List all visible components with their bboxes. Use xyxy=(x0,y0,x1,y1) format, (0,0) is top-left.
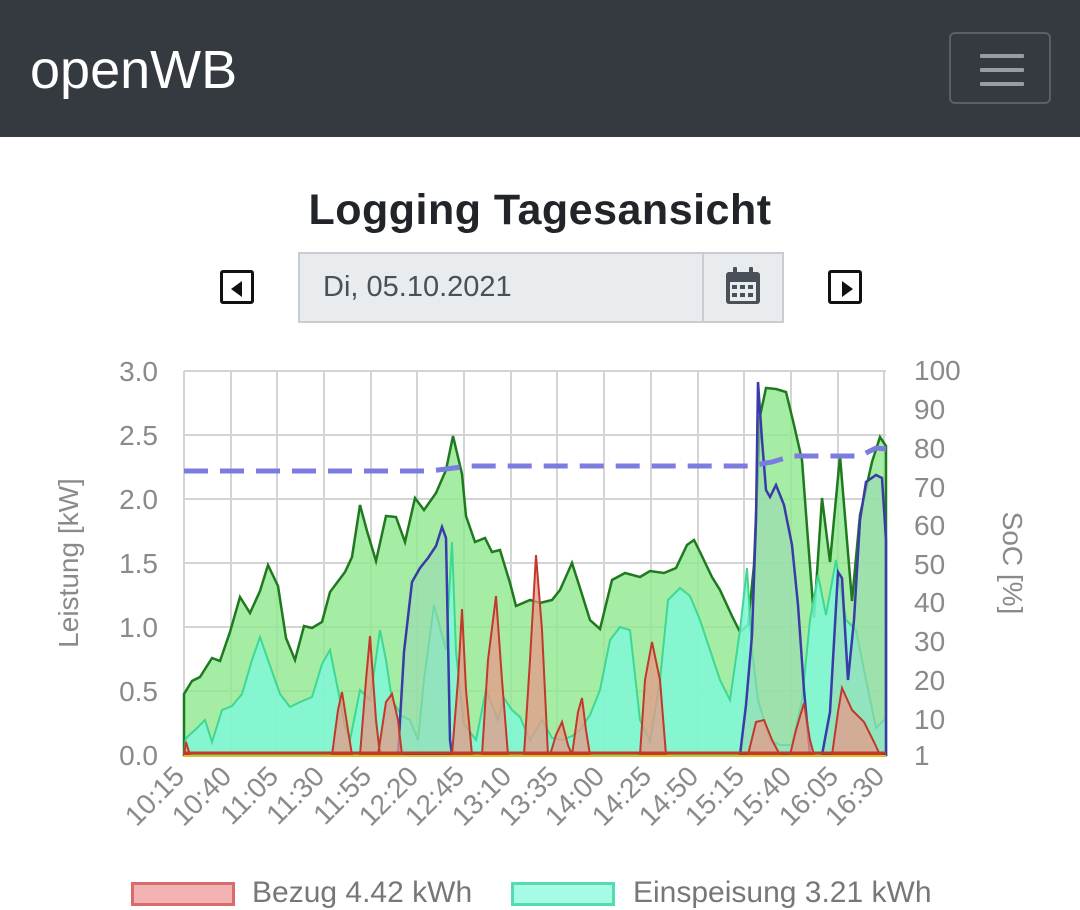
page-title: Logging Tagesansicht xyxy=(308,186,772,234)
y2-tick-label: 80 xyxy=(914,433,945,464)
menu-toggle-button[interactable] xyxy=(949,32,1051,104)
calendar-icon xyxy=(726,267,760,304)
y-axis-title: Leistung [kW] xyxy=(53,478,84,648)
y2-tick-label: 20 xyxy=(914,665,945,696)
y-tick-label: 0.5 xyxy=(119,676,158,707)
y2-tick-label: 10 xyxy=(914,704,945,735)
legend-label-einspeisung[interactable]: Einspeisung 3.21 kWh xyxy=(633,876,932,909)
date-picker[interactable]: Di, 05.10.2021 xyxy=(298,252,784,323)
caret-right-icon xyxy=(842,281,853,297)
next-day-button[interactable] xyxy=(828,270,862,304)
legend-swatch-bezug[interactable] xyxy=(131,882,235,906)
y2-tick-label: 70 xyxy=(914,472,945,503)
y2-tick-label: 50 xyxy=(914,549,945,580)
y2-tick-label: 60 xyxy=(914,510,945,541)
ladepunkt-area xyxy=(396,381,888,757)
power-chart[interactable]: 3.0 2.5 2.0 1.5 1.0 0.5 0.0 Leistung [kW… xyxy=(0,340,1080,880)
y2-tick-label: 30 xyxy=(914,626,945,657)
y2-tick-label: 90 xyxy=(914,394,945,425)
y-axis-left: 3.0 2.5 2.0 1.5 1.0 0.5 0.0 xyxy=(119,356,158,771)
x-axis: 10:15 10:40 11:05 11:30 11:55 12:20 12:4… xyxy=(119,760,890,831)
calendar-button[interactable] xyxy=(702,254,782,321)
y-tick-label: 1.0 xyxy=(119,612,158,643)
y-tick-label: 2.5 xyxy=(119,420,158,451)
soc-line xyxy=(184,445,887,474)
date-input[interactable]: Di, 05.10.2021 xyxy=(323,271,512,303)
y2-axis-title: SoC [%] xyxy=(997,512,1028,615)
legend-label-bezug[interactable]: Bezug 4.42 kWh xyxy=(252,876,473,909)
y-tick-label: 0.0 xyxy=(119,740,158,771)
y2-tick-label: 40 xyxy=(914,587,945,618)
y-tick-label: 3.0 xyxy=(119,356,158,387)
prev-day-button[interactable] xyxy=(220,270,254,304)
bezug-area xyxy=(182,554,882,756)
legend-swatch-einspeisung[interactable] xyxy=(511,882,615,906)
y2-tick-label: 100 xyxy=(914,355,961,386)
y-axis-right: 100 90 80 70 60 50 40 30 20 10 1 xyxy=(914,355,961,771)
y-tick-label: 2.0 xyxy=(119,484,158,515)
y-tick-label: 1.5 xyxy=(119,548,158,579)
brand-logo[interactable]: openWB xyxy=(30,40,238,100)
y2-tick-label: 1 xyxy=(914,740,930,771)
caret-left-icon xyxy=(231,281,242,297)
navbar: openWB xyxy=(0,0,1080,137)
